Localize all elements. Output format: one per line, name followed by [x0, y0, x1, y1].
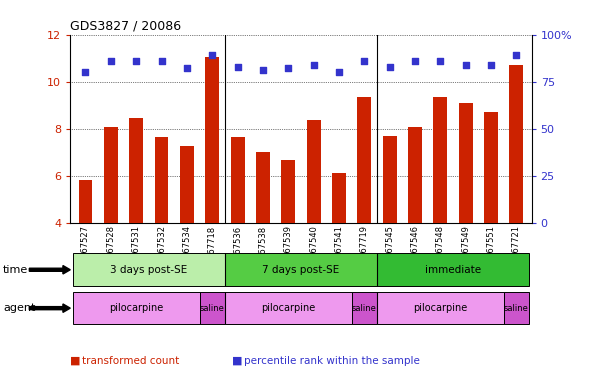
Text: transformed count: transformed count: [82, 356, 180, 366]
Text: pilocarpine: pilocarpine: [109, 303, 163, 313]
Bar: [256, 152, 270, 223]
Point: [156, 58, 166, 64]
Point: [410, 58, 420, 64]
Point: [359, 58, 369, 64]
Bar: [281, 161, 295, 223]
Text: GDS3827 / 20086: GDS3827 / 20086: [70, 19, 181, 32]
Bar: [225, 292, 351, 324]
Bar: [510, 65, 524, 223]
Point: [385, 63, 395, 70]
Point: [207, 52, 217, 58]
Point: [334, 69, 344, 75]
Text: ■: ■: [232, 356, 243, 366]
Text: 3 days post-SE: 3 days post-SE: [110, 265, 188, 275]
Bar: [377, 292, 503, 324]
Text: saline: saline: [352, 304, 377, 313]
Point: [131, 58, 141, 64]
Bar: [78, 180, 92, 223]
Bar: [180, 146, 194, 223]
Text: saline: saline: [200, 304, 225, 313]
Point: [436, 58, 445, 64]
Bar: [459, 103, 473, 223]
Text: immediate: immediate: [425, 265, 481, 275]
Bar: [382, 136, 397, 223]
Bar: [155, 137, 169, 223]
Bar: [73, 292, 200, 324]
Bar: [73, 253, 225, 286]
Point: [486, 61, 496, 68]
Bar: [230, 137, 244, 223]
Bar: [503, 292, 529, 324]
Text: percentile rank within the sample: percentile rank within the sample: [244, 356, 420, 366]
Point: [284, 65, 293, 71]
Bar: [377, 253, 529, 286]
Point: [511, 52, 521, 58]
Bar: [408, 127, 422, 223]
Text: pilocarpine: pilocarpine: [413, 303, 467, 313]
Bar: [225, 253, 377, 286]
Text: agent: agent: [3, 303, 35, 313]
Bar: [332, 173, 346, 223]
Bar: [200, 292, 225, 324]
Text: 7 days post-SE: 7 days post-SE: [262, 265, 340, 275]
Point: [258, 67, 268, 73]
Bar: [484, 112, 498, 223]
Bar: [351, 292, 377, 324]
Text: saline: saline: [504, 304, 529, 313]
Text: time: time: [3, 265, 28, 275]
Point: [233, 63, 243, 70]
Point: [106, 58, 115, 64]
Text: pilocarpine: pilocarpine: [261, 303, 315, 313]
Point: [309, 61, 318, 68]
Text: ■: ■: [70, 356, 81, 366]
Point: [182, 65, 192, 71]
Bar: [357, 97, 371, 223]
Point: [81, 69, 90, 75]
Bar: [307, 121, 321, 223]
Bar: [129, 118, 143, 223]
Bar: [433, 97, 447, 223]
Point: [461, 61, 470, 68]
Bar: [104, 127, 118, 223]
Bar: [205, 57, 219, 223]
